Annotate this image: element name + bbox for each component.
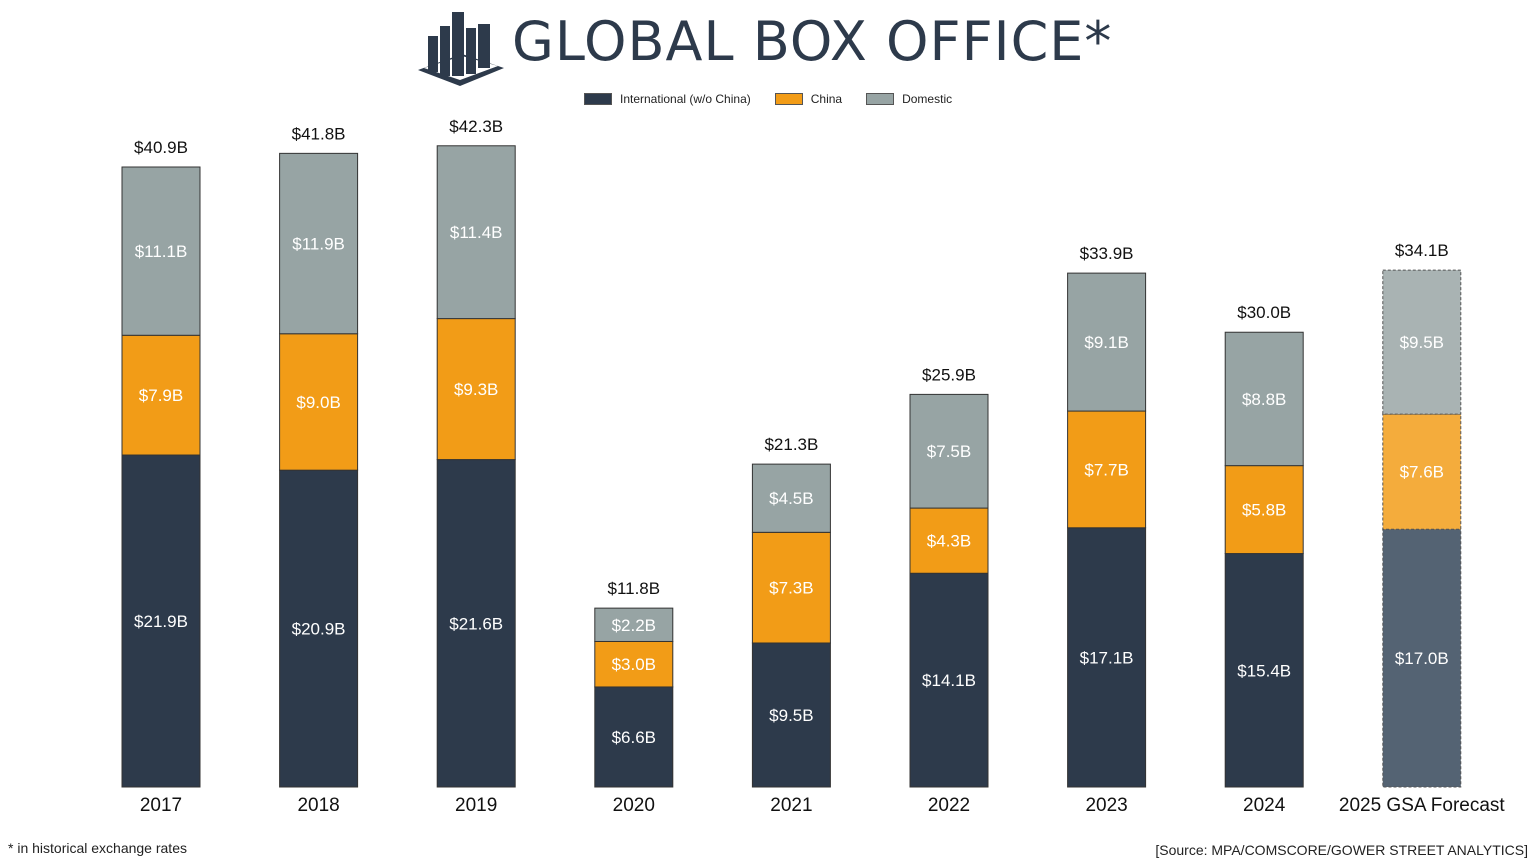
data-label: $9.1B — [1084, 333, 1128, 352]
data-label: $17.0B — [1395, 649, 1449, 668]
total-label: $34.1B — [1395, 241, 1449, 260]
data-label: $2.2B — [612, 616, 656, 635]
bar-segment — [279, 469, 359, 788]
bar-segment — [1224, 331, 1304, 467]
source-note: [Source: MPA/COMSCORE/GOWER STREET ANALY… — [1155, 842, 1528, 858]
bar-segment — [436, 145, 516, 320]
data-label: $11.4B — [450, 223, 503, 242]
legend-label: Domestic — [902, 92, 953, 106]
chart-title: GLOBAL BOX OFFICE* — [512, 10, 1113, 73]
data-label: $9.5B — [769, 706, 813, 725]
bar-segment — [909, 393, 989, 509]
x-tick-label: 2022 — [928, 795, 970, 816]
footnote: * in historical exchange rates — [8, 840, 187, 856]
bar-segment — [436, 459, 516, 788]
data-label: $7.9B — [139, 386, 183, 405]
bar-segment — [121, 166, 201, 336]
bar-segment — [279, 333, 359, 471]
data-label: $9.0B — [296, 393, 340, 412]
data-label: $20.9B — [292, 620, 346, 639]
bar-segment — [1382, 413, 1462, 530]
data-label: $7.5B — [927, 442, 971, 461]
bar-segment — [121, 454, 201, 788]
bar-segment — [909, 572, 989, 788]
building-logo-icon — [418, 12, 504, 86]
legend-swatch — [584, 93, 612, 105]
legend-swatch — [774, 93, 803, 105]
x-tick-label: 2021 — [770, 795, 812, 816]
data-label: $7.7B — [1084, 460, 1128, 479]
data-label: $17.1B — [1080, 648, 1134, 667]
total-label: $25.9B — [922, 365, 976, 384]
data-label: $11.1B — [135, 242, 188, 261]
data-label: $7.6B — [1400, 463, 1444, 482]
bar-segment — [594, 640, 674, 688]
data-label: $15.4B — [1237, 661, 1291, 680]
x-tick-label: 2023 — [1085, 795, 1127, 816]
total-label: $21.3B — [764, 435, 818, 454]
bar-segment — [279, 152, 359, 335]
legend-item-china: China — [774, 92, 843, 106]
data-label: $11.9B — [292, 235, 345, 254]
total-label: $40.9B — [134, 138, 188, 157]
legend: International (w/o China) China Domestic — [584, 92, 952, 106]
bar-segment — [121, 334, 201, 456]
bar-segment — [751, 642, 831, 788]
data-label: $9.3B — [454, 380, 498, 399]
legend-swatch — [866, 93, 895, 105]
bar-segment — [1224, 553, 1304, 788]
x-tick-label: 2020 — [613, 795, 655, 816]
total-label: $30.0B — [1237, 303, 1291, 322]
legend-item-domestic: Domestic — [866, 92, 952, 106]
data-label: $21.9B — [134, 612, 188, 631]
data-label: $8.8B — [1242, 390, 1286, 409]
legend-label: International (w/o China) — [620, 92, 751, 106]
bar-segment — [1382, 269, 1462, 415]
legend-label: China — [810, 92, 843, 106]
data-label: $4.3B — [927, 532, 971, 551]
bar-segment — [436, 318, 516, 461]
x-tick-label: 2024 — [1243, 795, 1286, 816]
x-tick-label: 2017 — [140, 795, 182, 816]
bar-segment — [751, 463, 831, 533]
total-label: $42.3B — [449, 117, 503, 136]
bar-segment — [594, 607, 674, 642]
bar-segment — [1382, 528, 1462, 788]
bar-segment — [909, 507, 989, 574]
x-tick-label: 2018 — [297, 795, 339, 816]
bar-segment — [594, 686, 674, 788]
data-label: $14.1B — [922, 671, 976, 690]
data-label: $3.0B — [612, 655, 656, 674]
bar-segment — [1067, 272, 1147, 412]
data-label: $21.6B — [449, 614, 503, 633]
x-tick-label: 2025 GSA Forecast — [1339, 795, 1506, 816]
bar-segment — [1067, 527, 1147, 788]
total-label: $33.9B — [1080, 244, 1134, 263]
data-label: $4.5B — [769, 489, 813, 508]
data-label: $6.6B — [612, 728, 656, 747]
legend-item-international: International (w/o China) — [584, 92, 751, 106]
x-tick-label: 2019 — [455, 795, 497, 816]
total-label: $11.8B — [607, 579, 660, 598]
total-label: $41.8B — [292, 124, 346, 143]
data-label: $7.3B — [769, 579, 813, 598]
data-label: $9.5B — [1400, 333, 1444, 352]
data-label: $5.8B — [1242, 501, 1286, 520]
